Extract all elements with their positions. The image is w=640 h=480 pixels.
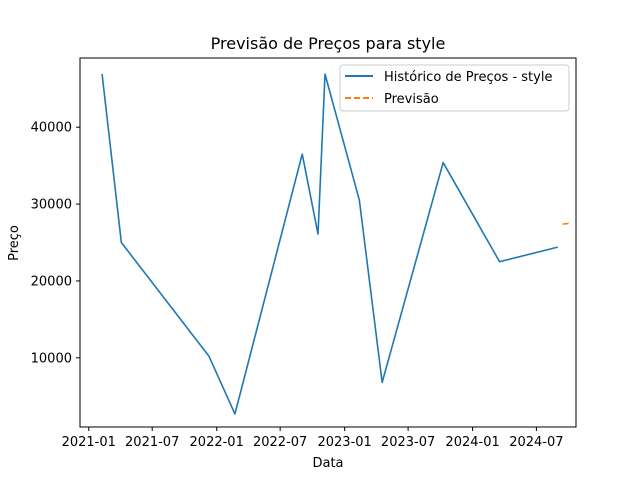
y-tick-label: 30000 [31, 198, 72, 213]
series-group [101, 73, 571, 415]
x-tick-label: 2024-07 [509, 435, 563, 450]
series-line-1 [562, 222, 571, 225]
x-axis: 2021-01 2021-07 2022-01 2022-07 2023-01 2023-… [62, 427, 564, 450]
legend-label-previsao: Previsão [384, 92, 439, 107]
x-tick-label: 2023-07 [381, 435, 435, 450]
legend: Histórico de Preços - style Previsão [339, 64, 570, 112]
legend-label-historico: Histórico de Preços - style [384, 70, 552, 85]
x-tick-label: 2021-01 [62, 435, 116, 450]
x-tick-label: 2023-01 [317, 435, 371, 450]
y-axis-title: Preço [7, 225, 22, 261]
y-tick-label: 40000 [31, 121, 72, 136]
x-tick-label: 2022-07 [253, 435, 307, 450]
plot-frame [79, 57, 577, 428]
series-line-0 [101, 73, 558, 415]
legend-box [339, 64, 570, 112]
y-tick-label: 20000 [31, 274, 72, 289]
x-tick-label: 2024-01 [445, 435, 499, 450]
y-axis: 10000 20000 30000 40000 [31, 121, 80, 366]
x-tick-label: 2021-07 [125, 435, 179, 450]
chart-title: Previsão de Preços para style [211, 34, 446, 53]
y-tick-label: 10000 [31, 351, 72, 366]
x-axis-title: Data [312, 456, 343, 471]
plot-area: 2021-01 2021-07 2022-01 2022-07 2023-01 2023-… [31, 57, 577, 450]
x-tick-label: 2022-01 [190, 435, 244, 450]
